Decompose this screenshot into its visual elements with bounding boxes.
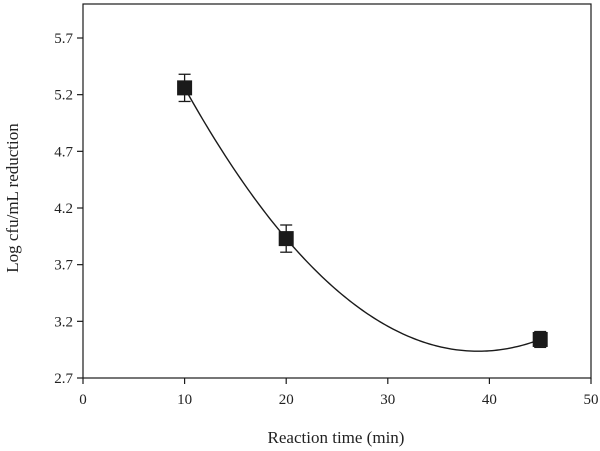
y-tick-label: 4.2 — [54, 201, 73, 217]
fit-curve-line — [183, 87, 541, 352]
x-tick-label: 0 — [79, 392, 87, 408]
plot-area-border — [82, 3, 592, 379]
x-tick-label: 20 — [279, 392, 294, 408]
y-tick-label: 2.7 — [54, 371, 73, 387]
x-axis-ticks: 0 10 20 30 40 50 — [79, 378, 599, 408]
y-tick-label: 5.7 — [54, 31, 73, 47]
y-axis-ticks: 2.7 3.2 3.7 4.2 4.7 5.2 5.7 — [54, 31, 83, 387]
data-point — [177, 73, 193, 103]
x-tick-label: 50 — [584, 392, 599, 408]
y-tick-label: 4.7 — [54, 144, 73, 160]
y-tick-label: 5.2 — [54, 88, 73, 104]
x-axis-title: Reaction time (min) — [268, 428, 405, 447]
plot-frame — [82, 3, 592, 379]
y-tick-label: 3.7 — [54, 258, 73, 274]
x-tick-label: 40 — [482, 392, 497, 408]
square-marker — [532, 331, 548, 347]
data-point — [278, 224, 294, 253]
data-points-group — [177, 73, 548, 349]
y-axis-title: Log cfu/mL reduction — [3, 123, 22, 273]
fit-curve-group — [183, 87, 541, 352]
x-tick-label: 10 — [177, 392, 192, 408]
square-marker — [278, 231, 294, 247]
y-tick-label: 3.2 — [54, 314, 73, 330]
square-marker — [177, 80, 193, 96]
x-tick-label: 30 — [380, 392, 395, 408]
data-point — [532, 330, 548, 349]
